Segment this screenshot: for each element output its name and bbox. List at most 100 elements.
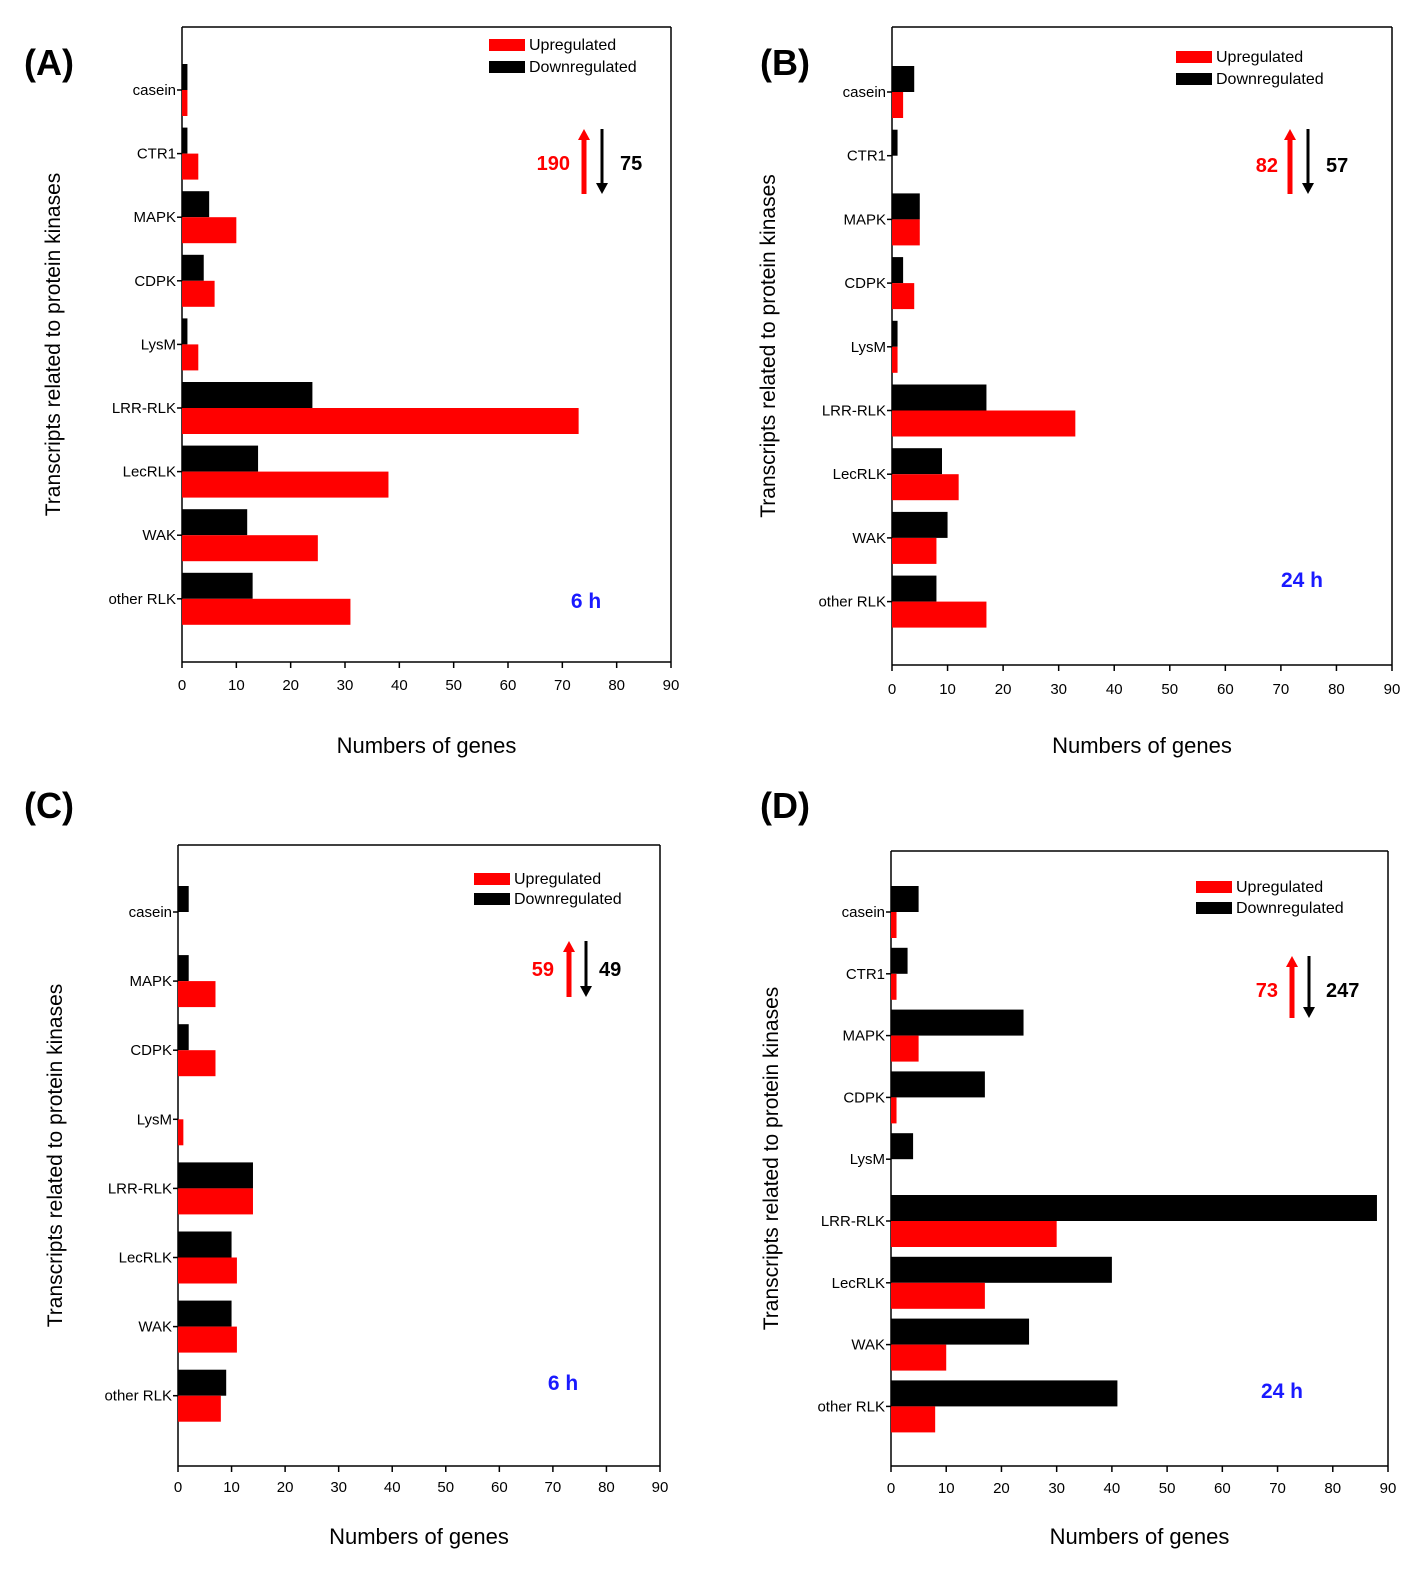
category-label: LysM [851,339,886,356]
bar-downregulated-mapk [178,955,189,982]
x-tick-label: 30 [1048,1480,1065,1497]
legend-label-up: Upregulated [1236,879,1323,896]
down-arrow-icon-head [1303,1007,1315,1018]
category-label: other RLK [108,591,176,608]
bar-upregulated-lrr-rlk [892,410,1076,437]
bar-upregulated-cdpk [178,1050,216,1077]
x-tick-label: 50 [1159,1480,1176,1497]
legend: Upregulated Downregulated [474,871,622,908]
category-label: CDPK [134,273,176,290]
bar-upregulated-lecrlk [892,474,959,501]
x-tick-label: 80 [1328,681,1345,698]
x-tick-label: 0 [174,1479,182,1496]
legend-label-down: Downregulated [514,891,622,908]
time-label: 24 h [1281,569,1323,592]
bar-downregulated-ctr1 [891,947,908,974]
panel-a: (A) 0 10 20 30 40 50 60 70 80 90 Numbers of genes Tr… [24,26,679,758]
x-tick-label: 10 [223,1479,240,1496]
bar-downregulated-lecrlk [182,445,259,472]
bar-downregulated-lrr-rlk [892,384,987,411]
x-tick-label: 50 [437,1479,454,1496]
bar-downregulated-casein [891,886,919,912]
x-tick-label: 60 [1217,681,1234,698]
category-label: other RLK [817,1398,885,1415]
down-arrow-icon-head [596,183,608,194]
x-tick-label: 70 [1269,1480,1286,1497]
down-total: 247 [1326,980,1359,1002]
bar-downregulated-other-rlk [178,1369,227,1396]
bar-upregulated-other-rlk [182,598,351,625]
panel-label: (D) [760,785,810,826]
panel-label: (C) [24,785,74,826]
category-label: MAPK [842,1028,885,1045]
bar-downregulated-mapk [182,191,210,218]
bar-upregulated-lysm [182,344,199,371]
bar-upregulated-lrr-rlk [182,408,579,434]
down-total: 75 [620,153,642,175]
bar-upregulated-wak [892,537,937,564]
up-arrow-icon-head [1284,129,1296,140]
bar-upregulated-lecrlk [891,1282,985,1309]
x-tick-label: 20 [282,677,299,694]
bar-downregulated-lrr-rlk [182,382,313,408]
down-arrow-icon-head [580,986,592,997]
up-arrow-icon-head [578,129,590,140]
bar-upregulated-wak [182,535,318,562]
legend: Upregulated Downregulated [1176,49,1324,88]
x-tick-label: 80 [598,1479,615,1496]
bar-downregulated-ctr1 [182,127,188,154]
bar-upregulated-lecrlk [178,1257,237,1284]
bar-upregulated-lecrlk [182,471,389,498]
bar-downregulated-lysm [182,318,188,345]
x-tick-label: 90 [1380,1480,1397,1497]
x-tick-label: 30 [1050,681,1067,698]
time-label: 6 h [571,590,601,613]
x-tick-label: 10 [938,1480,955,1497]
legend-swatch-down [474,893,510,905]
bar-upregulated-casein [891,912,897,938]
panel-label: (A) [24,42,74,83]
legend-label-down: Downregulated [1216,71,1324,88]
x-tick-label: 0 [178,677,186,694]
bar-downregulated-wak [891,1318,1030,1345]
category-label: LRR-RLK [822,403,886,420]
bar-upregulated-other-rlk [892,601,987,628]
category-label: CDPK [843,1089,885,1106]
category-label: other RLK [104,1388,172,1405]
category-label: LecRLK [832,1275,885,1292]
category-label: casein [843,84,886,101]
bar-downregulated-other-rlk [182,572,253,599]
legend-swatch-down [1196,902,1232,914]
bar-upregulated-mapk [182,217,237,244]
up-total: 190 [537,153,570,175]
category-label: other RLK [818,594,886,611]
bar-upregulated-mapk [178,981,216,1008]
bar-upregulated-cdpk [182,280,215,307]
x-tick-label: 70 [545,1479,562,1496]
bar-downregulated-cdpk [182,254,204,281]
down-total: 57 [1326,155,1348,177]
category-label: WAK [142,527,176,544]
legend: Upregulated Downregulated [1196,879,1344,917]
bar-downregulated-other-rlk [892,575,937,602]
x-axis-title: Numbers of genes [337,733,517,758]
legend-label-down: Downregulated [529,59,637,76]
up-total: 73 [1256,980,1278,1002]
down-arrow-icon-head [1302,183,1314,194]
x-tick-label: 90 [652,1479,669,1496]
bar-downregulated-cdpk [892,257,904,284]
bar-upregulated-wak [891,1344,947,1371]
legend-label-up: Upregulated [514,871,601,888]
bar-downregulated-mapk [891,1009,1024,1036]
bar-upregulated-other-rlk [891,1406,936,1433]
category-label: LecRLK [833,466,886,483]
bar-downregulated-lecrlk [178,1231,232,1258]
y-axis-title: Transcripts related to protein kinases [44,984,67,1328]
bar-downregulated-lrr-rlk [178,1162,253,1189]
category-label: casein [129,904,172,921]
x-tick-label: 40 [391,677,408,694]
panel-b: (B) 0 10 20 30 40 50 60 70 80 90 Numbers of genes Tr… [757,26,1400,758]
legend-label-down: Downregulated [1236,900,1344,917]
x-tick-label: 30 [337,677,354,694]
bar-upregulated-cdpk [891,1097,897,1124]
